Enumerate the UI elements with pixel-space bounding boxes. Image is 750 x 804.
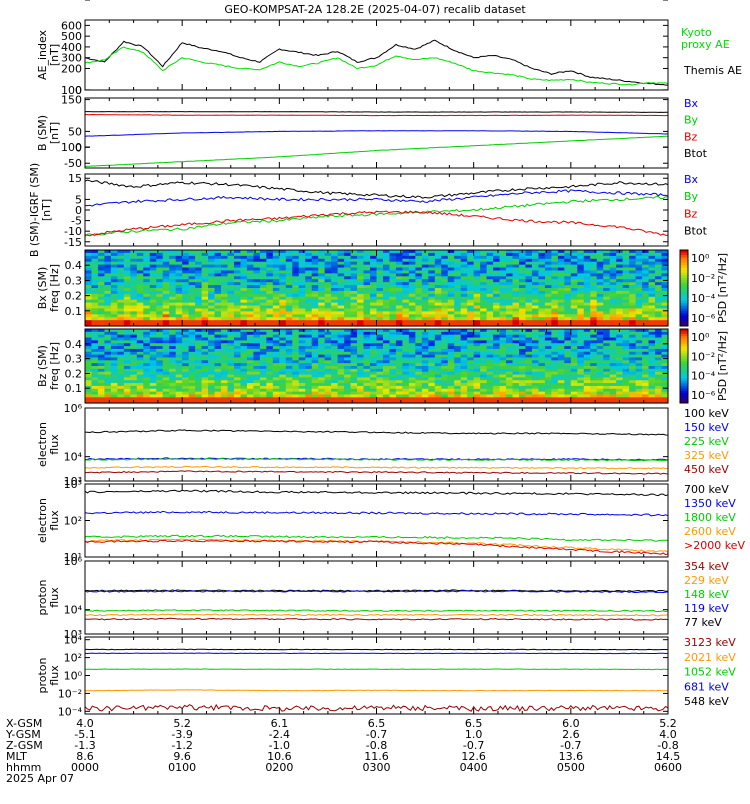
panel-3: BxByBzBtot151050-5-10-15B (SM)-IGRF (SM)… bbox=[28, 0, 708, 257]
y-tick-label: 0.2 bbox=[65, 290, 83, 303]
colorbar-tick-label: 10⁰ bbox=[691, 252, 710, 265]
chart-title: GEO-KOMPSAT-2A 128.2E (2025-04-07) recal… bbox=[224, 3, 526, 16]
colorbar-tick-label: 10⁻⁴ bbox=[691, 292, 716, 305]
y-tick-label: -50 bbox=[64, 157, 82, 170]
legend-label: proxy AE bbox=[681, 38, 730, 51]
y-tick-label: 0.4 bbox=[65, 259, 83, 272]
y-axis: 151050-5-10-15 bbox=[64, 0, 668, 249]
y-tick-label: 10 bbox=[68, 0, 82, 3]
y-tick-label: 0.3 bbox=[65, 274, 83, 287]
series-line-by bbox=[85, 136, 668, 166]
y-tick-label: 0.1 bbox=[65, 305, 83, 318]
legend-label: Bx bbox=[684, 173, 699, 186]
legend-label: Btot bbox=[684, 224, 708, 237]
series-line-btot bbox=[85, 180, 668, 198]
y-tick-label: 15 bbox=[68, 172, 82, 185]
legend-label: Themis AE bbox=[683, 64, 742, 77]
series-line-by bbox=[85, 197, 668, 237]
colorbar-label: PSD [nT²/Hz] bbox=[716, 253, 729, 323]
y-tick-label: -15 bbox=[64, 236, 82, 249]
series-line-bx bbox=[85, 131, 668, 137]
legend-label: By bbox=[684, 114, 699, 127]
y-axis-label: [nT] bbox=[48, 44, 61, 66]
colorbar-tick-label: 10⁻² bbox=[691, 272, 715, 285]
legend-label: Bz bbox=[684, 130, 698, 143]
spectrogram-cells bbox=[85, 250, 669, 327]
legend-label: Bx bbox=[684, 97, 699, 110]
legend-label: By bbox=[684, 190, 699, 203]
y-axis-label: freq [Hz] bbox=[48, 264, 61, 312]
y-tick-label: 50 bbox=[68, 125, 82, 138]
colorbar-tick-label: 10⁻⁶ bbox=[691, 312, 716, 325]
spectrogram-cells bbox=[85, 329, 669, 404]
legend-label: Btot bbox=[684, 147, 708, 160]
y-axis-label: [nT] bbox=[48, 122, 61, 144]
y-tick-label: 150 bbox=[61, 94, 82, 107]
series-line-kyoto-proxy-ae bbox=[85, 47, 668, 85]
y-tick-label: 200 bbox=[61, 62, 82, 75]
series-line-bx bbox=[85, 190, 668, 206]
series-line-themis-ae bbox=[85, 40, 668, 85]
series-line-btot bbox=[85, 112, 668, 113]
y-tick-label: 0 bbox=[75, 141, 82, 154]
legend: Bx By Bz Btot bbox=[684, 97, 708, 160]
legend-label: Bz bbox=[684, 207, 698, 220]
y-axis-label: [nT] bbox=[40, 199, 53, 221]
series-line-bz bbox=[85, 115, 668, 116]
legend: Bx By Bz Btot bbox=[684, 173, 708, 237]
